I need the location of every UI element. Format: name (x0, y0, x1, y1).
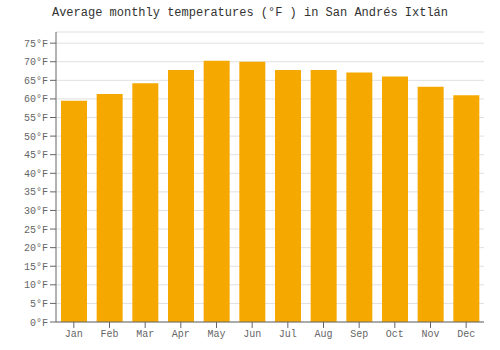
svg-text:70°F: 70°F (24, 57, 48, 68)
svg-text:10°F: 10°F (24, 280, 48, 291)
svg-text:Aug: Aug (314, 329, 332, 340)
svg-text:Jul: Jul (279, 329, 297, 340)
svg-text:Nov: Nov (421, 329, 439, 340)
svg-text:Mar: Mar (136, 329, 154, 340)
svg-text:5°F: 5°F (30, 299, 48, 310)
svg-text:60°F: 60°F (24, 94, 48, 105)
svg-text:75°F: 75°F (24, 39, 48, 50)
svg-text:Oct: Oct (386, 329, 404, 340)
svg-text:Apr: Apr (172, 329, 190, 340)
svg-text:Feb: Feb (100, 329, 118, 340)
svg-text:Dec: Dec (457, 329, 475, 340)
svg-text:55°F: 55°F (24, 113, 48, 124)
svg-text:20°F: 20°F (24, 243, 48, 254)
svg-text:Jan: Jan (65, 329, 83, 340)
svg-text:Jun: Jun (243, 329, 261, 340)
svg-text:40°F: 40°F (24, 169, 48, 180)
svg-text:65°F: 65°F (24, 76, 48, 87)
svg-text:May: May (207, 329, 225, 340)
svg-text:45°F: 45°F (24, 150, 48, 161)
html-text:Average monthly temperatures (: Average monthly temperatures (°F ) in Sa… (52, 6, 448, 20)
svg-text:15°F: 15°F (24, 262, 48, 273)
svg-text:0°F: 0°F (30, 318, 48, 329)
svg-text:Sep: Sep (350, 329, 368, 340)
svg-text:35°F: 35°F (24, 187, 48, 198)
svg-text:50°F: 50°F (24, 132, 48, 143)
svg-text:25°F: 25°F (24, 225, 48, 236)
svg-text:30°F: 30°F (24, 206, 48, 217)
